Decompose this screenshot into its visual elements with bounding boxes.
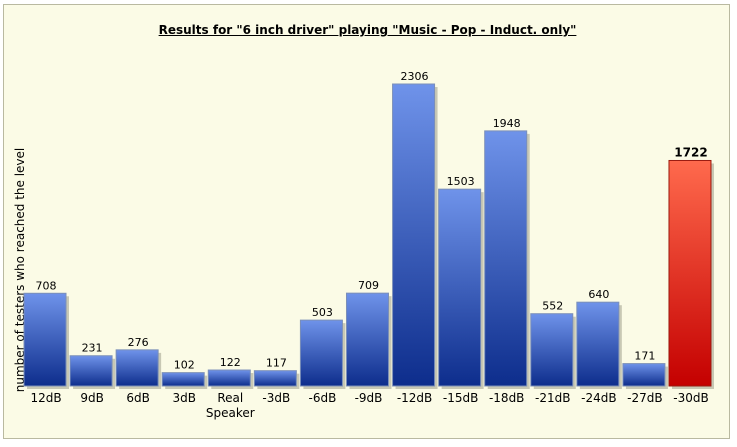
category-label: 6dB	[126, 391, 149, 405]
chart-title: Results for "6 inch driver" playing "Mus…	[158, 23, 577, 37]
category-label: 12dB	[30, 391, 61, 405]
category-label: 3dB	[172, 391, 195, 405]
data-label: 1948	[493, 117, 521, 130]
bar-highlighted	[668, 159, 712, 387]
data-label: 1503	[447, 175, 475, 188]
data-label: 640	[588, 288, 609, 301]
data-label: 709	[358, 279, 379, 292]
data-label: 122	[220, 356, 241, 369]
category-label: -15dB	[443, 391, 478, 405]
bar	[530, 313, 574, 387]
bar	[484, 130, 528, 387]
bar	[392, 83, 436, 387]
data-label: 1722	[674, 145, 707, 159]
category-label: -30dB	[673, 391, 708, 405]
data-label: 231	[82, 342, 103, 355]
data-label: 171	[634, 350, 655, 363]
bar	[345, 292, 389, 387]
data-label: 2306	[401, 70, 429, 83]
bar	[207, 369, 251, 387]
bar	[253, 370, 297, 387]
bar	[161, 372, 205, 387]
bar	[299, 319, 343, 387]
bar	[23, 292, 67, 387]
category-label: -27dB	[627, 391, 662, 405]
category-label: -21dB	[535, 391, 570, 405]
bar	[622, 363, 666, 387]
bar	[576, 301, 620, 387]
category-label: -18dB	[489, 391, 524, 405]
category-label: -9dB	[355, 391, 383, 405]
data-label: 552	[542, 300, 563, 313]
category-label: 9dB	[80, 391, 103, 405]
bar	[115, 349, 159, 387]
category-label: -12dB	[397, 391, 432, 405]
bar	[438, 188, 482, 387]
data-label: 102	[174, 359, 195, 372]
category-label: -6dB	[309, 391, 337, 405]
data-label: 276	[128, 336, 149, 349]
category-label: -3dB	[262, 391, 290, 405]
bar	[69, 355, 113, 387]
data-label: 708	[36, 279, 57, 292]
category-label: Real	[217, 391, 243, 405]
data-label: 117	[266, 357, 287, 370]
category-label: -24dB	[581, 391, 616, 405]
chart-frame: Results for "6 inch driver" playing "Mus…	[3, 4, 730, 439]
data-label: 503	[312, 306, 333, 319]
category-label: Speaker	[206, 406, 255, 420]
